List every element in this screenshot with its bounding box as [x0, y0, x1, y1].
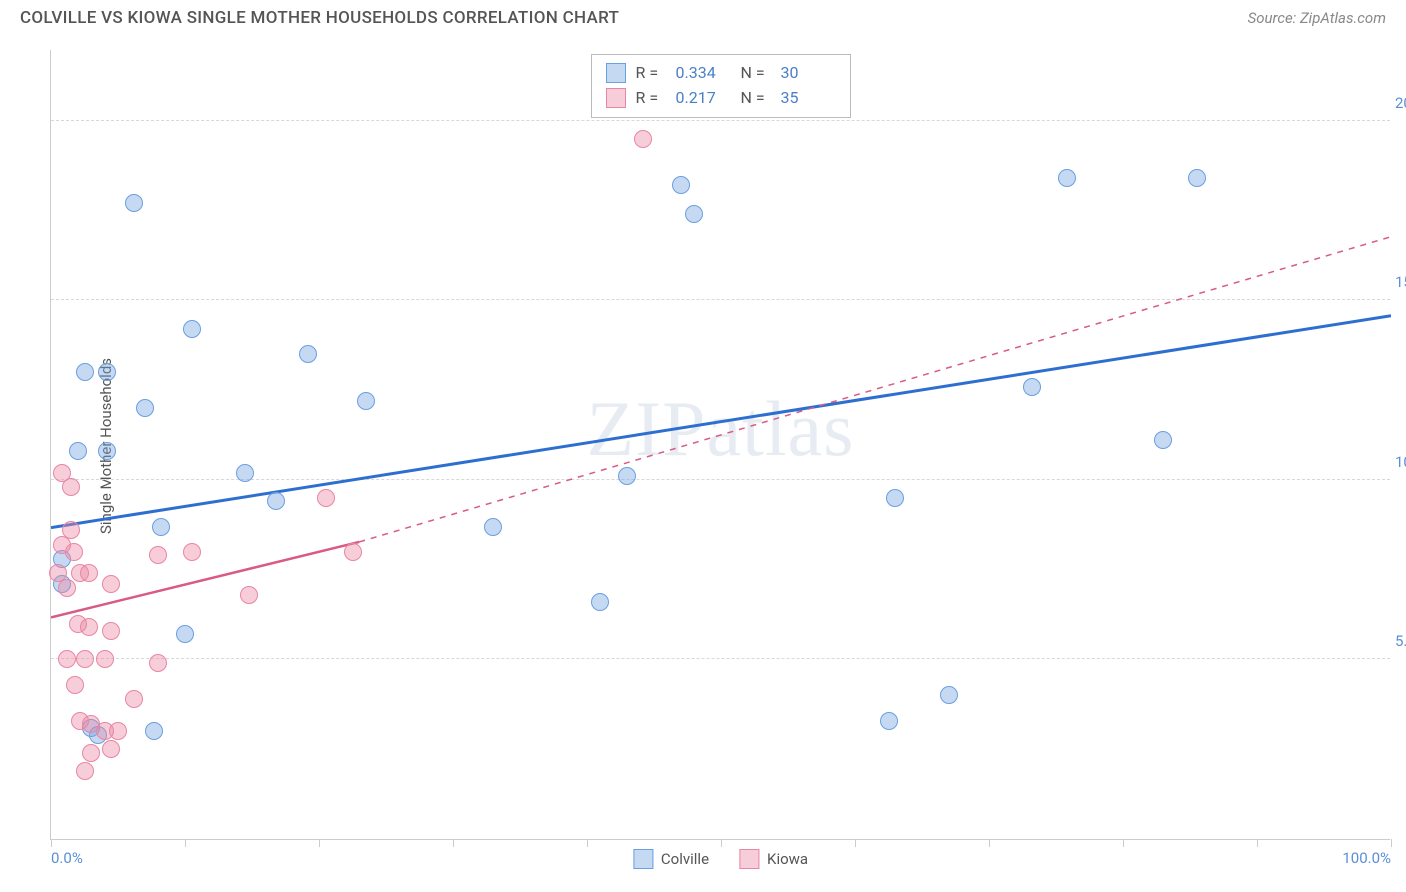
x-tick — [1123, 839, 1124, 847]
scatter-point — [65, 543, 83, 561]
scatter-point — [98, 363, 116, 381]
legend-item: Colville — [633, 849, 709, 869]
scatter-point — [317, 489, 335, 507]
scatter-point — [145, 722, 163, 740]
trend-line — [51, 542, 359, 617]
scatter-point — [102, 740, 120, 758]
x-tick — [721, 839, 722, 847]
x-tick — [51, 839, 52, 847]
scatter-point — [685, 205, 703, 223]
stats-r-label: R = — [636, 86, 666, 111]
scatter-point — [66, 676, 84, 694]
stats-n-label: N = — [741, 86, 771, 111]
legend-swatch — [739, 849, 759, 869]
scatter-point — [591, 593, 609, 611]
scatter-point — [618, 467, 636, 485]
scatter-point — [299, 345, 317, 363]
scatter-point — [149, 654, 167, 672]
legend-swatch — [633, 849, 653, 869]
y-tick-label: 10.0% — [1395, 453, 1406, 471]
stats-row: R = 0.334 N = 30 — [606, 61, 836, 86]
scatter-point — [82, 744, 100, 762]
stats-n-value: 35 — [781, 86, 836, 111]
trend-line-extrapolated — [359, 237, 1391, 542]
stats-legend: R = 0.334 N = 30 R = 0.217 N = 35 — [591, 54, 851, 118]
y-tick-label: 20.0% — [1395, 94, 1406, 112]
scatter-point — [880, 712, 898, 730]
scatter-point — [80, 618, 98, 636]
x-tick — [1391, 839, 1392, 847]
scatter-point — [62, 478, 80, 496]
scatter-point — [96, 650, 114, 668]
scatter-point — [76, 762, 94, 780]
stats-n-label: N = — [741, 61, 771, 86]
scatter-point — [98, 442, 116, 460]
stats-r-value: 0.334 — [676, 61, 731, 86]
scatter-point — [80, 564, 98, 582]
legend-label: Colville — [661, 850, 709, 868]
y-tick-label: 5.0% — [1395, 632, 1406, 650]
scatter-point — [58, 579, 76, 597]
scatter-point — [1023, 378, 1041, 396]
legend-swatch — [606, 63, 626, 83]
scatter-point — [236, 464, 254, 482]
y-tick-label: 15.0% — [1395, 273, 1406, 291]
stats-r-value: 0.217 — [676, 86, 731, 111]
scatter-point — [672, 176, 690, 194]
series-legend: Colville Kiowa — [633, 849, 808, 869]
scatter-point — [76, 650, 94, 668]
x-tick — [989, 839, 990, 847]
scatter-point — [69, 442, 87, 460]
chart-header: COLVILLE VS KIOWA SINGLE MOTHER HOUSEHOL… — [0, 0, 1406, 34]
scatter-point — [102, 622, 120, 640]
x-tick — [1257, 839, 1258, 847]
stats-r-label: R = — [636, 61, 666, 86]
x-tick-label: 0.0% — [51, 849, 83, 867]
scatter-point — [484, 518, 502, 536]
scatter-point — [58, 650, 76, 668]
chart-source: Source: ZipAtlas.com — [1248, 9, 1386, 27]
scatter-point — [149, 546, 167, 564]
scatter-point — [176, 625, 194, 643]
trend-svg — [51, 50, 1391, 840]
scatter-point — [183, 320, 201, 338]
scatter-point — [240, 586, 258, 604]
stats-row: R = 0.217 N = 35 — [606, 86, 836, 111]
legend-swatch — [606, 88, 626, 108]
scatter-point — [1188, 169, 1206, 187]
x-tick — [587, 839, 588, 847]
scatter-point — [136, 399, 154, 417]
scatter-point — [125, 194, 143, 212]
x-tick — [453, 839, 454, 847]
scatter-point — [267, 492, 285, 510]
x-tick — [185, 839, 186, 847]
scatter-point — [76, 363, 94, 381]
scatter-point — [357, 392, 375, 410]
scatter-point — [109, 722, 127, 740]
scatter-point — [344, 543, 362, 561]
scatter-point — [183, 543, 201, 561]
scatter-point — [886, 489, 904, 507]
scatter-point — [1154, 431, 1172, 449]
x-tick-label: 100.0% — [1342, 849, 1391, 867]
scatter-point — [940, 686, 958, 704]
scatter-point — [102, 575, 120, 593]
scatter-point — [1058, 169, 1076, 187]
trend-line — [51, 316, 1391, 528]
legend-label: Kiowa — [767, 850, 808, 868]
stats-n-value: 30 — [781, 61, 836, 86]
legend-item: Kiowa — [739, 849, 808, 869]
x-tick — [319, 839, 320, 847]
scatter-point — [152, 518, 170, 536]
x-tick — [855, 839, 856, 847]
chart-title: COLVILLE VS KIOWA SINGLE MOTHER HOUSEHOL… — [20, 8, 619, 28]
scatter-point — [125, 690, 143, 708]
scatter-point — [634, 130, 652, 148]
scatter-chart: ZIPatlas 5.0%10.0%15.0%20.0%0.0%100.0%R … — [50, 50, 1390, 840]
scatter-point — [62, 521, 80, 539]
